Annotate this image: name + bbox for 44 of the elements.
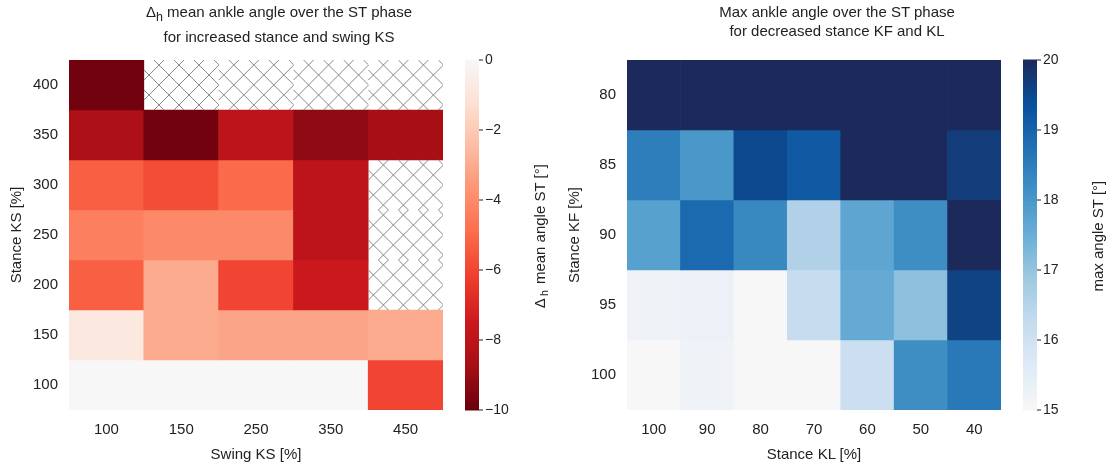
color-bar-label: 16 — [1043, 330, 1059, 347]
color-bar-title: max angle ST [°] — [1089, 180, 1107, 292]
x-tick-label: 350 — [318, 420, 344, 438]
y-axis-title: Stance KS [%] — [7, 186, 25, 284]
color-bar-label: −6 — [485, 260, 502, 277]
y-tick-label: 100 — [33, 375, 59, 393]
color-bar-title: Δh mean angle ST [°] — [531, 164, 551, 309]
y-tick-label: 90 — [599, 225, 617, 243]
y-tick-label: 300 — [33, 175, 59, 193]
y-tick-label: 400 — [33, 75, 59, 93]
color-bar-label: −8 — [485, 330, 502, 347]
y-tick-label: 100 — [591, 365, 617, 383]
x-tick-label: 150 — [168, 420, 194, 438]
color-bar-label: 19 — [1043, 120, 1059, 137]
y-tick-label: 350 — [33, 125, 59, 143]
color-bar-label: 20 — [1043, 50, 1059, 67]
y-axis-title: Stance KF [%] — [565, 187, 583, 283]
x-tick-label: 90 — [698, 420, 716, 438]
x-tick-label: 250 — [243, 420, 269, 438]
y-tick-label: 150 — [33, 325, 59, 343]
color-bar-label: 15 — [1043, 400, 1059, 417]
color-bar-label: 17 — [1043, 260, 1059, 277]
color-bar-label: −4 — [485, 190, 502, 207]
x-tick-label: 40 — [965, 420, 983, 438]
x-tick-label: 80 — [752, 420, 769, 438]
chart-title: Δ$_{h}$ mean ankle angle over the ST phase for increased stance and swing KS — [144, 2, 413, 47]
y-tick-label: 250 — [33, 225, 59, 243]
x-tick-label: 50 — [912, 420, 930, 438]
color-bar-label: −10 — [485, 400, 509, 417]
x-tick-label: 100 — [641, 420, 667, 438]
y-tick-label: 80 — [599, 85, 617, 103]
y-tick-label: 85 — [599, 155, 617, 173]
x-tick-label: 100 — [93, 420, 119, 438]
chart-title: Max ankle angle over the ST phase for decreased stance KF and KL — [718, 2, 956, 41]
x-axis-title: Stance KL [%] — [766, 445, 862, 463]
x-axis-title: Swing KS [%] — [210, 445, 302, 463]
y-tick-label: 95 — [599, 295, 617, 313]
x-tick-label: 450 — [393, 420, 419, 438]
y-tick-label: 200 — [33, 275, 59, 293]
x-tick-label: 60 — [859, 420, 876, 438]
color-bar-label: 0 — [485, 50, 493, 67]
color-bar-label: −2 — [485, 120, 502, 137]
color-bar-label: 18 — [1043, 190, 1059, 207]
x-tick-label: 70 — [805, 420, 823, 438]
